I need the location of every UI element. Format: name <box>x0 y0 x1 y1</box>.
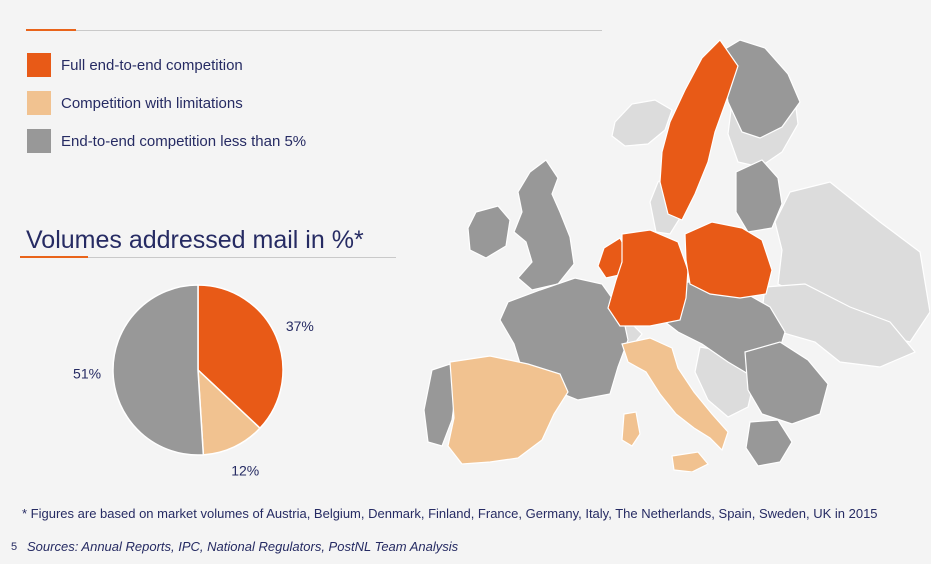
volume-pie-chart: 37% 12% 51% <box>73 284 314 478</box>
map-italy <box>621 337 729 452</box>
map-spain <box>447 355 569 465</box>
pie-slice-1 <box>197 368 262 456</box>
pie-slice-2 <box>112 284 205 456</box>
page-number: 5 <box>11 541 18 553</box>
legend-swatch-under5 <box>27 129 51 153</box>
legend-item-full-competition: Full end-to-end competition <box>27 53 306 77</box>
map-sweden <box>659 39 739 221</box>
legend-label-under5: End-to-end competition less than 5% <box>61 132 307 150</box>
top-divider-accent <box>26 29 76 31</box>
map-greece <box>745 419 793 467</box>
pie-label-2: 51% <box>73 365 101 381</box>
map-full-countries <box>597 39 773 327</box>
map-norway-north <box>719 39 801 139</box>
map-uk <box>513 159 575 291</box>
pie-slice-0 <box>197 284 284 430</box>
pie-chart-title: Volumes addressed mail in %* <box>26 226 364 254</box>
map-legend: Full end-to-end competition Competition … <box>27 53 306 167</box>
map-baltics <box>735 159 783 233</box>
map-limited-countries <box>447 337 729 472</box>
map-romania-bulgaria <box>744 341 829 425</box>
pie-label-0: 37% <box>286 318 314 334</box>
map-sardinia <box>621 411 641 447</box>
legend-item-under-5-percent: End-to-end competition less than 5% <box>27 129 306 153</box>
title-divider <box>20 257 396 258</box>
legend-label-limited: Competition with limitations <box>61 94 243 112</box>
pie-label-1: 12% <box>231 462 259 478</box>
legend-item-limited-competition: Competition with limitations <box>27 91 306 115</box>
legend-swatch-limited <box>27 91 51 115</box>
map-iceland <box>611 99 673 147</box>
map-sicily <box>671 451 709 472</box>
legend-swatch-full <box>27 53 51 77</box>
europe-map <box>423 39 930 472</box>
legend-label-full: Full end-to-end competition <box>61 56 243 74</box>
map-germany <box>607 229 689 327</box>
map-ireland <box>467 205 511 259</box>
top-divider <box>26 30 602 31</box>
title-divider-accent <box>20 256 88 258</box>
sources-note: Sources: Annual Reports, IPC, National R… <box>27 539 459 554</box>
footnote: * Figures are based on market volumes of… <box>22 506 878 521</box>
map-poland <box>684 221 773 299</box>
